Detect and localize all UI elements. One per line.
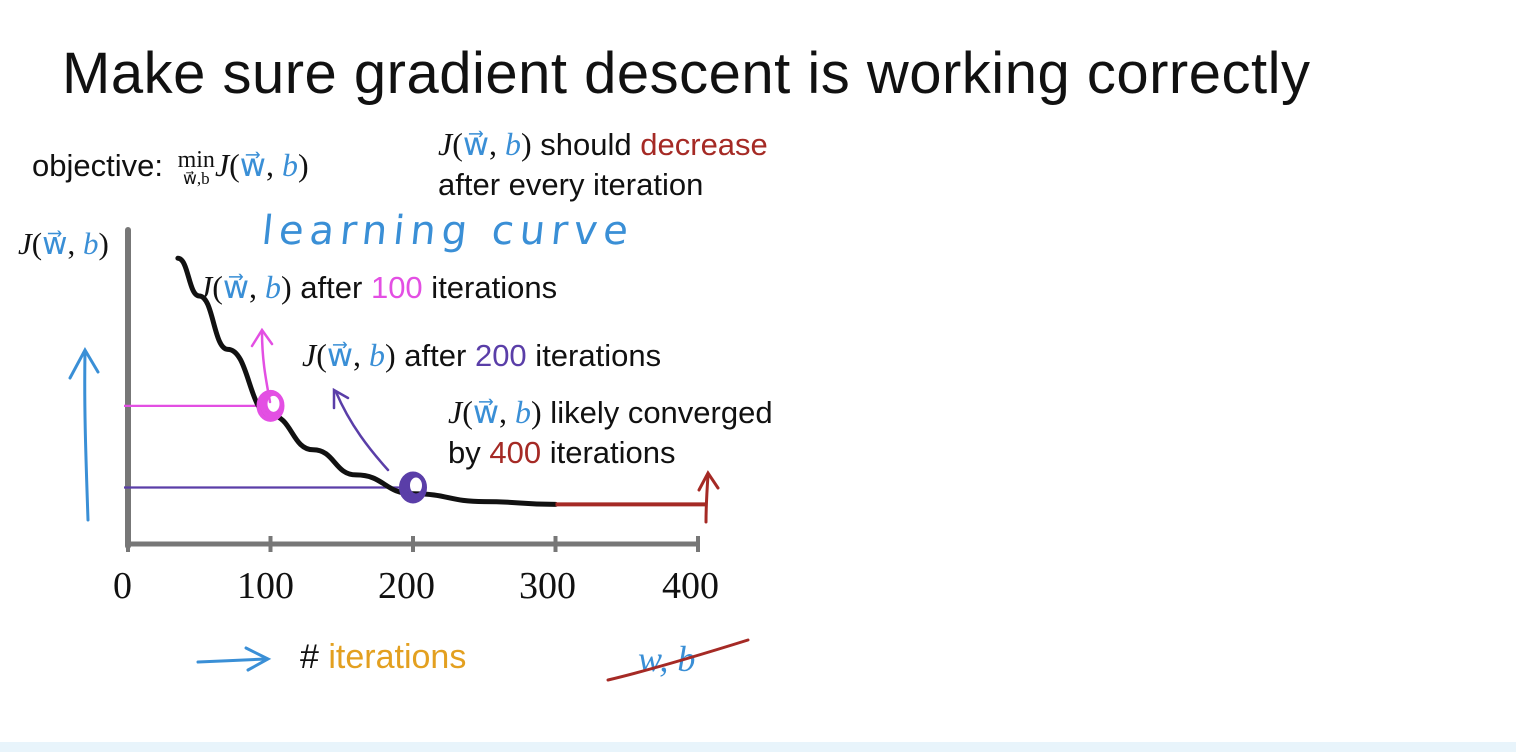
pink-arrow <box>250 327 274 404</box>
a400-paren-open: ( <box>462 394 473 430</box>
x-direction-arrow <box>196 646 272 672</box>
a100-post: iterations <box>422 270 558 305</box>
a400-paren-close: ) <box>531 394 542 430</box>
should-text: should <box>531 127 641 162</box>
a200-comma: , <box>353 337 362 373</box>
a200-J: J <box>302 337 317 373</box>
annotation-400: J(w⃗, b) likely converged by 400 iterati… <box>448 392 773 473</box>
should-J: J <box>438 126 453 162</box>
a100-paren-open: ( <box>212 269 223 305</box>
a200-pre: after <box>395 338 475 373</box>
highlight-point-100-ring <box>263 391 284 416</box>
ylabel-paren-close: ) <box>98 226 109 261</box>
min-operator: min w⃗,b <box>178 148 215 187</box>
a400-num: 400 <box>489 434 542 470</box>
a400-J: J <box>448 394 463 430</box>
a200-paren-close: ) <box>385 337 396 373</box>
a400-comma: , <box>499 394 508 430</box>
x-axis-note: # iterations <box>300 638 466 677</box>
a400-b: b <box>515 394 532 430</box>
cost-curve-line <box>175 255 558 507</box>
x-tick-label-0: 0 <box>113 565 132 607</box>
highlight-point-200-ring <box>406 473 426 498</box>
objective-expression: J(w⃗, b) <box>215 147 309 183</box>
annotation-100: J(w⃗, b) after 100 iterations <box>198 268 557 306</box>
should-paren-close: ) <box>521 126 532 162</box>
a400-post: iterations <box>541 434 676 470</box>
a100-paren-close: ) <box>281 269 292 305</box>
objective-line: objective: min w⃗,b J(w⃗, b) <box>32 146 309 187</box>
a400-by: by <box>448 434 490 470</box>
objective-b: b <box>281 147 298 183</box>
objective-J: J <box>214 147 230 183</box>
a100-pre: after <box>291 270 371 305</box>
bottom-strip <box>0 742 1516 752</box>
a100-w: w⃗ <box>222 269 250 305</box>
annotation-200: J(w⃗, b) after 200 iterations <box>302 336 661 374</box>
purple-arrow <box>332 387 390 472</box>
a100-num: 100 <box>370 270 423 305</box>
should-line2: after every iteration <box>438 166 704 202</box>
should-decrease-note: J(w⃗, b) should decrease after every ite… <box>438 124 768 205</box>
a200-b: b <box>369 337 386 373</box>
slide-title: Make sure gradient descent is working co… <box>62 41 1311 106</box>
min-subscript: w⃗,b <box>182 169 210 189</box>
should-w: w⃗ <box>462 126 490 162</box>
ylabel-w: w⃗ <box>42 226 68 261</box>
objective-label: objective: <box>32 148 163 183</box>
strike-through-mark <box>606 638 750 682</box>
ylabel-b: b <box>82 226 99 261</box>
a400-line1: likely converged <box>541 395 773 430</box>
y-axis-label: J(w⃗, b) <box>18 226 109 262</box>
x-tick-label-100: 100 <box>237 565 294 607</box>
hash-symbol: # <box>300 638 319 676</box>
a200-num: 200 <box>474 338 527 373</box>
a200-post: iterations <box>526 338 662 373</box>
ylabel-J: J <box>18 226 32 261</box>
a100-comma: , <box>249 269 258 305</box>
a200-w: w⃗ <box>326 337 354 373</box>
objective-comma: , <box>265 147 274 183</box>
red-arrow <box>697 470 720 524</box>
highlight-points <box>256 389 427 504</box>
min-text: min <box>177 147 215 174</box>
ylabel-comma: , <box>67 226 76 261</box>
ylabel-paren-open: ( <box>31 226 43 261</box>
a100-b: b <box>265 269 282 305</box>
objective-paren-open: ( <box>229 147 240 183</box>
x-tick-label-400: 400 <box>662 565 719 607</box>
iterations-word: iterations <box>328 638 467 676</box>
should-comma: , <box>489 126 498 162</box>
x-tick-label-200: 200 <box>378 565 435 607</box>
objective-paren-close: ) <box>297 147 309 183</box>
decrease-word: decrease <box>640 127 768 162</box>
x-tick-label-300: 300 <box>519 565 576 607</box>
a200-paren-open: ( <box>316 337 327 373</box>
should-paren-open: ( <box>452 126 463 162</box>
should-b: b <box>505 126 522 162</box>
y-direction-arrow <box>68 346 100 522</box>
a400-w: w⃗ <box>472 394 500 430</box>
x-ticks <box>126 536 700 552</box>
objective-w: w⃗ <box>239 147 266 183</box>
